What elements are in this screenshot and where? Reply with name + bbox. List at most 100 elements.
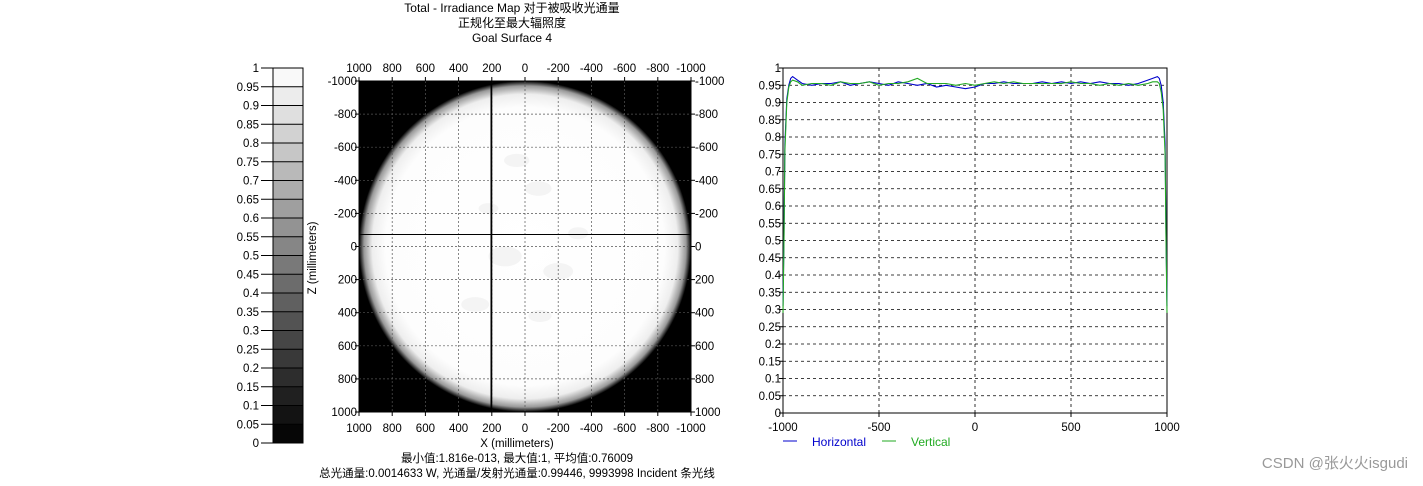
heatmap-x-tick-label-top: -200 xyxy=(547,63,570,75)
surface-name: Goal Surface 4 xyxy=(472,31,552,45)
line-chart-y-tick-label: 0.25 xyxy=(759,322,781,334)
colorbar-tick-label: 0.75 xyxy=(237,157,259,169)
heatmap-x-tick-label-bottom: -800 xyxy=(646,423,669,435)
colorbar-band xyxy=(273,143,303,163)
line-chart-y-tick-label: 0.7 xyxy=(765,167,781,179)
legend-vertical-label: Vertical xyxy=(911,435,950,449)
colorbar-band xyxy=(273,405,303,425)
heatmap-z-tick-label-right: -400 xyxy=(695,175,718,187)
heatmap-z-tick-label-left: 400 xyxy=(338,308,357,320)
spot-texture xyxy=(488,246,522,267)
colorbar-band xyxy=(273,255,303,275)
colorbar-band xyxy=(273,386,303,406)
line-chart-y-tick-label: 1 xyxy=(775,63,781,75)
colorbar-band xyxy=(273,124,303,144)
colorbar: 1 0.95 0.9 0.85 0.8 0.75 0.7 0.65 0.6 0.55 0.5 0.45… xyxy=(237,63,304,450)
colorbar-band xyxy=(273,293,303,313)
heatmap-x-tick-label-top: 200 xyxy=(482,63,501,75)
heatmap-x-tick-label-bottom: -1000 xyxy=(676,423,705,435)
colorbar-tick-label: 0.2 xyxy=(243,363,259,375)
colorbar-tick-label: 0.9 xyxy=(243,101,259,113)
colorbar-band xyxy=(273,236,303,256)
colorbar-tick-label: 1 xyxy=(253,63,259,75)
heatmap-x-tick-label-top: 800 xyxy=(383,63,402,75)
profile-line-chart: 10.950.90.850.80.750.70.650.60.550.50.45… xyxy=(759,63,1180,434)
colorbar-band xyxy=(273,330,303,350)
heatmap-x-tick-label-bottom: 600 xyxy=(416,423,435,435)
line-chart-y-tick-label: 0.55 xyxy=(759,218,781,230)
colorbar-band xyxy=(273,199,303,219)
line-chart-y-tick-label: 0.3 xyxy=(765,305,781,317)
spot-texture xyxy=(568,227,589,240)
colorbar-tick-label: 0.6 xyxy=(243,213,259,225)
series-horizontal-line xyxy=(782,75,1168,307)
stats-line-2: 总光通量:0.0014633 W, 光通量/发射光通量:0.99446, 999… xyxy=(319,466,715,480)
line-chart-x-tick-label: 1000 xyxy=(1154,422,1180,434)
line-chart-x-tick-label: 500 xyxy=(1061,422,1080,434)
colorbar-tick-label: 0.3 xyxy=(243,326,259,338)
heatmap-z-tick-label-left: -600 xyxy=(334,142,357,154)
line-chart-x-tick-label: 0 xyxy=(972,422,978,434)
heatmap-z-tick-label-right: 1000 xyxy=(695,407,721,419)
heatmap-z-tick-label-right: 200 xyxy=(695,275,714,287)
heatmap-x-tick-label-top: 0 xyxy=(522,63,528,75)
heatmap-z-tick-label-left: -800 xyxy=(334,109,357,121)
colorbar-tick-label: 0.45 xyxy=(237,269,259,281)
colorbar-band xyxy=(273,161,303,181)
colorbar-tick-label: 0.5 xyxy=(243,251,259,263)
heatmap-x-tick-label-top: -800 xyxy=(646,63,669,75)
heatmap-x-tick-label-bottom: -200 xyxy=(547,423,570,435)
line-chart-y-tick-label: 0.65 xyxy=(759,184,781,196)
colorbar-tick-label: 0.8 xyxy=(243,138,259,150)
heatmap-z-tick-label-left: -1000 xyxy=(328,76,357,88)
line-chart-y-tick-label: 0.5 xyxy=(765,236,781,248)
heatmap-x-tick-label-bottom: -600 xyxy=(613,423,636,435)
heatmap-z-tick-label-right: 600 xyxy=(695,341,714,353)
line-chart-y-tick-label: 0.4 xyxy=(765,270,782,282)
colorbar-band xyxy=(273,218,303,238)
line-chart-y-tick-label: 0.45 xyxy=(759,253,781,265)
spot-texture xyxy=(528,310,552,322)
colorbar-band xyxy=(273,68,303,88)
heatmap-z-tick-label-right: 0 xyxy=(695,242,701,254)
stats-line-1: 最小值:1.816e-013, 最大值:1, 平均值:0.76009 xyxy=(401,451,633,465)
heatmap-x-tick-label-bottom: 1000 xyxy=(346,423,372,435)
legend-horizontal-label: Horizontal xyxy=(812,435,866,449)
colorbar-band xyxy=(273,274,303,294)
heatmap-z-tick-label-right: -200 xyxy=(695,208,718,220)
series-vertical-line xyxy=(782,77,1168,313)
heatmap-z-tick-label-left: 200 xyxy=(338,275,357,287)
colorbar-tick-label: 0.55 xyxy=(237,232,259,244)
colorbar-tick-label: 0.05 xyxy=(237,419,259,431)
spot-texture xyxy=(504,153,530,168)
heatmap-z-tick-label-left: 800 xyxy=(338,374,357,386)
colorbar-tick-label: 0.1 xyxy=(243,401,259,413)
heatmap-x-tick-label-top: -600 xyxy=(613,63,636,75)
heatmap-x-tick-label-bottom: 800 xyxy=(383,423,402,435)
colorbar-tick-label: 0.35 xyxy=(237,307,259,319)
heatmap-z-tick-label-right: -1000 xyxy=(695,76,724,88)
colorbar-tick-label: 0.4 xyxy=(243,288,260,300)
spot-texture xyxy=(543,263,574,280)
colorbar-band xyxy=(273,424,303,444)
heatmap-x-tick-label-top: 600 xyxy=(416,63,435,75)
line-chart-x-tick-label: -500 xyxy=(867,422,890,434)
line-chart-frame xyxy=(782,67,1168,414)
line-chart-y-tick-label: 0.95 xyxy=(759,80,781,92)
heatmap-y-axis-label: Z (millimeters) xyxy=(307,221,319,294)
heatmap-z-tick-label-right: 400 xyxy=(695,308,714,320)
heatmap-z-tick-label-right: 800 xyxy=(695,374,714,386)
map-title: Total - Irradiance Map 对于被吸收光通量 xyxy=(404,1,619,15)
watermark: CSDN @张火火isgudi xyxy=(1262,455,1408,472)
line-chart-y-tick-label: 0.85 xyxy=(759,115,781,127)
heatmap-z-tick-label-left: 600 xyxy=(338,341,357,353)
colorbar-tick-label: 0.25 xyxy=(237,344,259,356)
heatmap-z-tick-label-left: 0 xyxy=(351,242,357,254)
heatmap-x-axis-label: X (millimeters) xyxy=(480,438,554,450)
spot-texture xyxy=(478,203,499,214)
line-chart-y-tick-label: 0.1 xyxy=(765,374,781,386)
line-chart-y-tick-label: 0.75 xyxy=(759,149,781,161)
heatmap-x-tick-label-top: 1000 xyxy=(346,63,372,75)
line-chart-x-tick-label: -1000 xyxy=(768,422,797,434)
